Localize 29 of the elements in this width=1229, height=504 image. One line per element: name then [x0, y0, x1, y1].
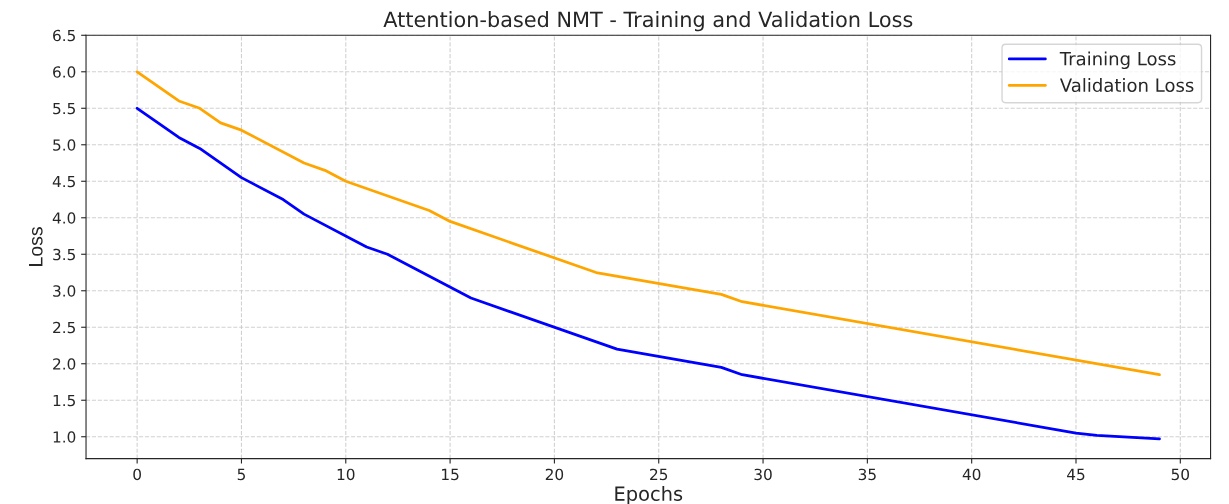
- y-tick-label: 5.5: [53, 102, 75, 115]
- x-tick-label: 30: [754, 468, 772, 481]
- y-tick-label: 5.0: [53, 139, 76, 151]
- y-tick-label: 6.0: [53, 66, 76, 78]
- x-tick-label: 35: [858, 468, 876, 481]
- y-tick-label: 4.5: [52, 175, 75, 188]
- y-tick-label: 3.5: [53, 248, 75, 261]
- y-tick-label: 6.5: [53, 29, 75, 42]
- y-tick-label: 1.5: [53, 394, 75, 407]
- legend-label: Training Loss: [1059, 51, 1176, 69]
- y-tick-label: 2.0: [53, 358, 76, 370]
- x-tick-label: 5: [237, 468, 245, 481]
- x-tick-label: 25: [650, 468, 668, 481]
- y-axis-title: Loss: [29, 227, 43, 266]
- y-tick-label: 4.0: [52, 212, 76, 224]
- x-tick-label: 45: [1067, 468, 1085, 481]
- legend-label: Validation Loss: [1059, 78, 1194, 93]
- x-tick-label: 10: [337, 468, 355, 481]
- y-tick-label: 1.0: [53, 431, 76, 443]
- chart-title: Attention-based NMT - Training and Validation Loss: [383, 11, 913, 32]
- y-tick-label: 3.0: [53, 285, 76, 297]
- x-tick-label: 40: [962, 468, 981, 481]
- y-tick-label: 2.5: [53, 321, 75, 334]
- x-axis-title: Epochs: [615, 485, 683, 504]
- x-tick-label: 0: [133, 468, 141, 481]
- x-tick-label: 20: [545, 468, 564, 481]
- x-tick-label: 15: [442, 468, 459, 481]
- x-tick-label: 50: [1171, 468, 1190, 481]
- line-series: [135, 106, 1161, 441]
